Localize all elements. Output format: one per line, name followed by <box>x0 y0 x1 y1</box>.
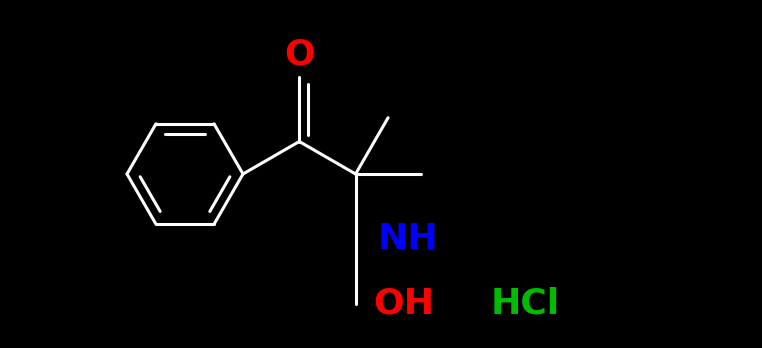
Text: OH: OH <box>373 287 434 321</box>
Text: HCl: HCl <box>491 287 560 321</box>
Text: NH: NH <box>378 222 438 256</box>
Text: O: O <box>284 38 315 71</box>
